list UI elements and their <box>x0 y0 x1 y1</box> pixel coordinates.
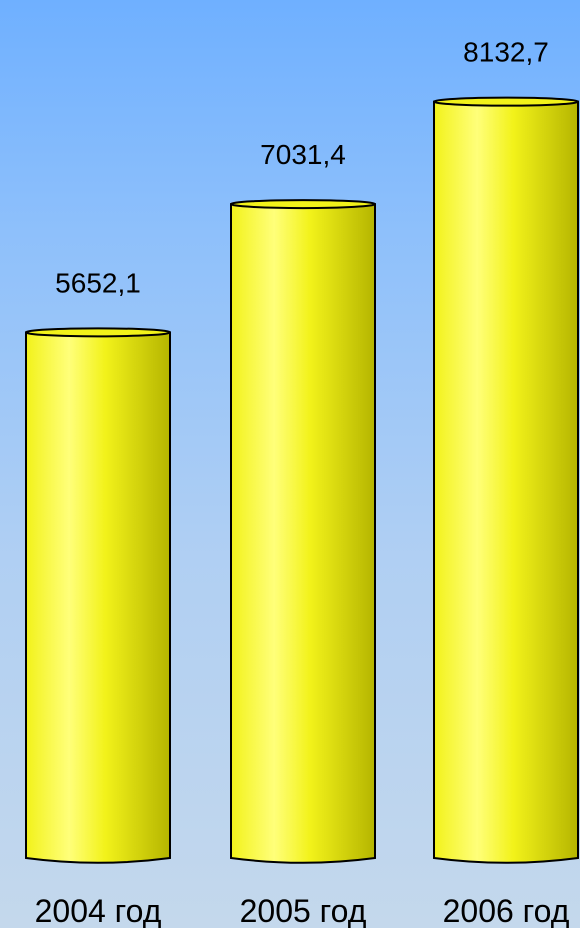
bar-body <box>230 203 376 864</box>
bar-top-cap <box>433 96 579 107</box>
bar-top-cap <box>230 199 376 210</box>
bar-3 <box>433 96 579 864</box>
data-label-1: 5652,1 <box>55 267 141 298</box>
bar-body <box>25 331 171 864</box>
bar-body <box>433 100 579 864</box>
data-label-2: 7031,4 <box>260 139 346 170</box>
value-labels: 5652,1 7031,4 8132,7 <box>55 37 549 299</box>
category-labels: 2004 год 2005 год 2006 год <box>35 893 570 928</box>
category-label-3: 2006 год <box>443 893 570 928</box>
category-label-2: 2005 год <box>240 893 367 928</box>
bar-top-cap <box>25 327 171 338</box>
bars-layer <box>25 96 579 864</box>
category-label-1: 2004 год <box>35 893 162 928</box>
bar-2 <box>230 199 376 864</box>
data-label-3: 8132,7 <box>463 37 549 68</box>
bar-1 <box>25 327 171 864</box>
